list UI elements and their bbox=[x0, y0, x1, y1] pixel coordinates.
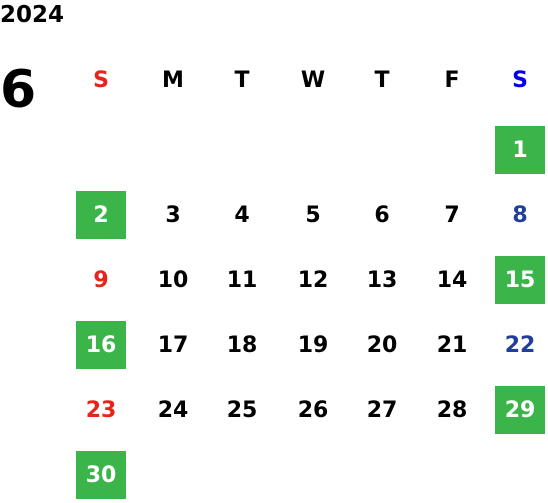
day: 23 bbox=[85, 397, 117, 423]
month: 6 bbox=[0, 60, 37, 120]
holiday-day: 30 bbox=[76, 451, 126, 499]
weekday-label: S bbox=[512, 67, 528, 93]
weekday-label: W bbox=[300, 67, 326, 93]
day: 7 bbox=[444, 202, 460, 228]
day: 13 bbox=[366, 267, 398, 293]
day: 25 bbox=[226, 397, 258, 423]
day: 9 bbox=[93, 267, 109, 293]
day: 14 bbox=[436, 267, 468, 293]
day: 11 bbox=[226, 267, 258, 293]
day: 26 bbox=[297, 397, 329, 423]
holiday-day: 15 bbox=[495, 256, 545, 304]
weekday-label: M bbox=[162, 67, 184, 93]
day: 3 bbox=[165, 202, 181, 228]
day: 5 bbox=[305, 202, 321, 228]
holiday-day: 16 bbox=[76, 321, 126, 369]
day: 19 bbox=[297, 332, 329, 358]
day: 27 bbox=[366, 397, 398, 423]
day: 4 bbox=[234, 202, 250, 228]
day: 8 bbox=[512, 202, 528, 228]
day: 28 bbox=[436, 397, 468, 423]
weekday-label: S bbox=[93, 67, 109, 93]
weekday-label: T bbox=[374, 67, 390, 93]
holiday-day: 1 bbox=[495, 126, 545, 174]
day: 21 bbox=[436, 332, 468, 358]
holiday-day: 29 bbox=[495, 386, 545, 434]
day: 22 bbox=[504, 332, 536, 358]
holiday-day: 2 bbox=[76, 191, 126, 239]
weekday-label: T bbox=[234, 67, 250, 93]
day: 18 bbox=[226, 332, 258, 358]
day: 17 bbox=[157, 332, 189, 358]
day: 20 bbox=[366, 332, 398, 358]
day: 24 bbox=[157, 397, 189, 423]
day: 6 bbox=[374, 202, 390, 228]
weekday-label: F bbox=[444, 67, 460, 93]
day: 12 bbox=[297, 267, 329, 293]
day: 10 bbox=[157, 267, 189, 293]
year: 2024 bbox=[0, 2, 65, 28]
